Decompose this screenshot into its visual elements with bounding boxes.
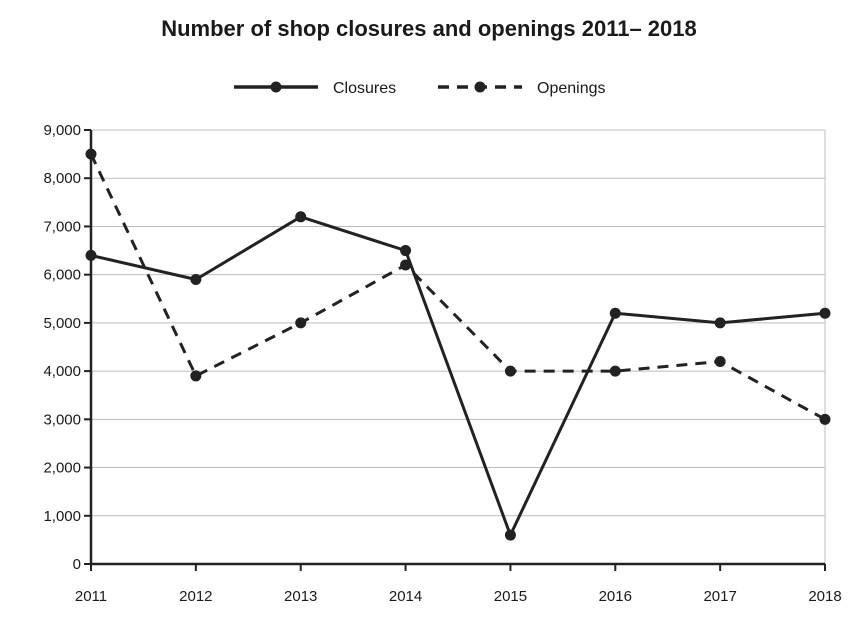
legend-closures-marker	[270, 81, 282, 93]
openings-point	[609, 365, 621, 377]
openings-point	[714, 355, 726, 367]
x-tick-label: 2011	[75, 588, 107, 605]
y-tick-label: 2,000	[43, 460, 81, 477]
x-tick-label: 2016	[599, 588, 632, 605]
closures-point	[85, 249, 97, 261]
openings-point	[819, 413, 831, 425]
y-tick-label: 9,000	[43, 122, 81, 139]
legend-openings-label: Openings	[537, 80, 606, 97]
x-tick-label: 2017	[703, 588, 736, 605]
openings-line	[89, 153, 826, 421]
legend-closures-label: Closures	[333, 80, 396, 97]
closures-point	[714, 317, 726, 329]
openings-point	[85, 148, 97, 160]
y-tick-label: 4,000	[43, 363, 81, 380]
closures-point	[609, 307, 621, 319]
y-tick-label: 7,000	[43, 218, 81, 235]
closures-point	[295, 211, 307, 223]
y-tick-label: 5,000	[43, 315, 81, 332]
x-tick-label: 2012	[179, 588, 212, 605]
x-tick-label: 2018	[808, 588, 841, 605]
closures-point	[190, 273, 202, 285]
openings-point	[190, 370, 202, 382]
y-tick-label: 1,000	[43, 508, 81, 525]
x-tick-label: 2015	[494, 588, 527, 605]
openings-point	[504, 365, 516, 377]
closures-point	[504, 529, 516, 541]
x-tick-label: 2013	[284, 588, 317, 605]
y-tick-label: 8,000	[43, 170, 81, 187]
legend-openings-marker	[474, 81, 486, 93]
openings-point	[295, 317, 307, 329]
chart-title: Number of shop closures and openings 201…	[161, 16, 697, 41]
closures-point	[819, 307, 831, 319]
y-tick-label: 0	[73, 556, 81, 573]
x-tick-label: 2014	[389, 588, 422, 605]
openings-point	[400, 259, 412, 271]
closures-point	[400, 245, 412, 257]
closures-line	[90, 215, 826, 537]
y-tick-label: 3,000	[43, 411, 81, 428]
y-tick-label: 6,000	[43, 267, 81, 284]
